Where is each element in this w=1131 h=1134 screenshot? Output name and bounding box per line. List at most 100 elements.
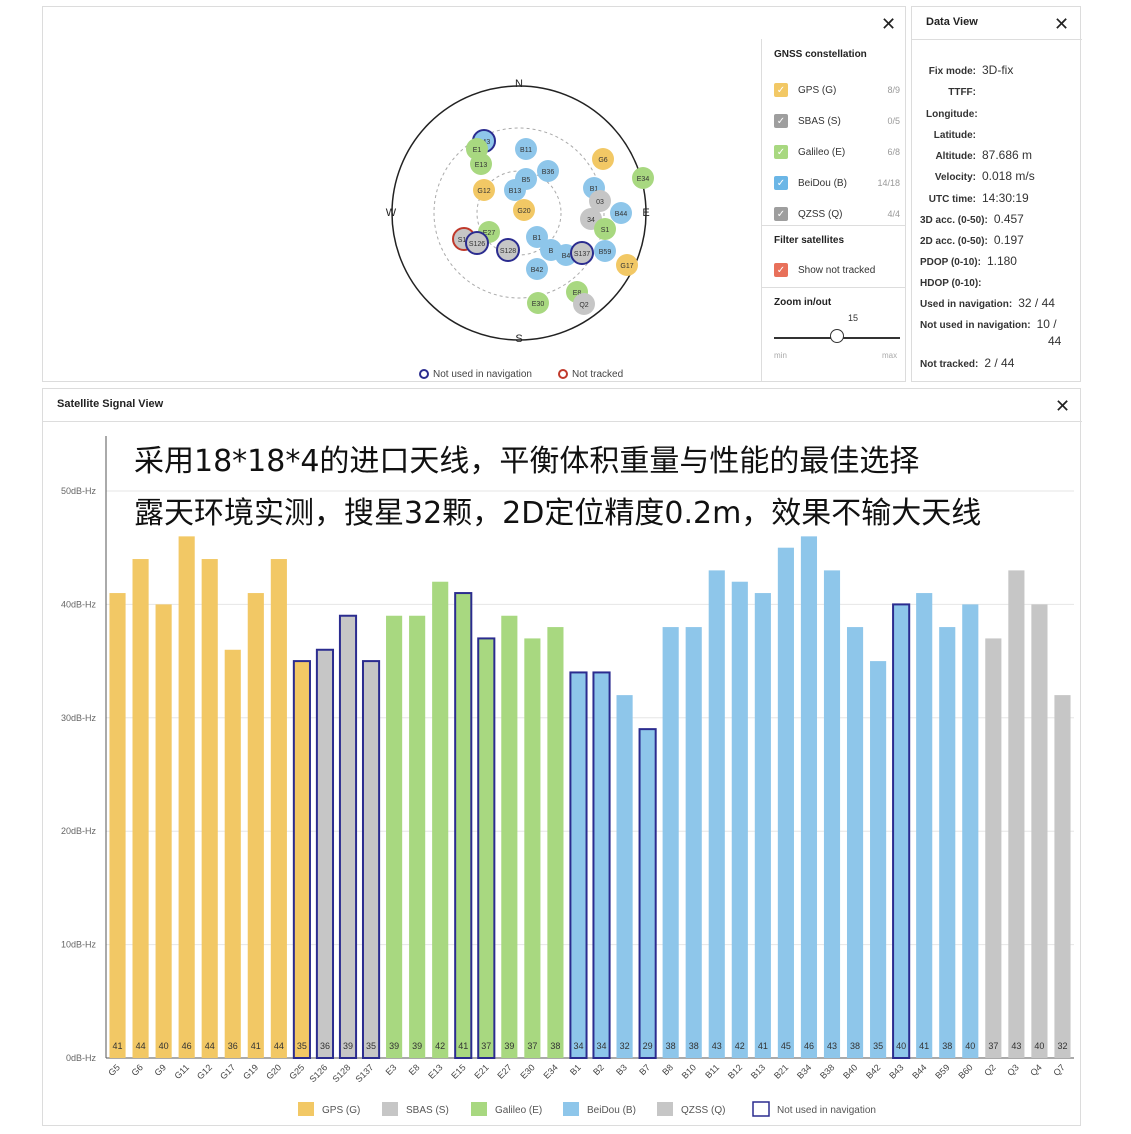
sky-satellite-s128[interactable]: S128	[496, 238, 520, 262]
sky-satellite-q2[interactable]: Q2	[573, 293, 595, 315]
sky-satellite-label: B59	[599, 249, 612, 256]
data-view-value: 1.180	[986, 254, 1017, 268]
sky-satellite-label: B42	[531, 267, 544, 274]
legend-not-tracked-icon	[558, 369, 568, 379]
data-view-key: PDOP (0-10):	[920, 257, 981, 268]
sky-satellite-g6[interactable]: G6	[592, 148, 614, 170]
sky-satellite-b42[interactable]: B42	[526, 258, 548, 280]
data-view-row: Longitude:	[926, 106, 982, 120]
sky-satellite-e13[interactable]: E13	[470, 153, 492, 175]
data-view-row: HDOP (0-10):	[920, 275, 988, 289]
sky-satellite-label: E30	[532, 301, 545, 308]
sky-satellite-g12[interactable]: G12	[473, 179, 495, 201]
sky-satellite-g20[interactable]: G20	[513, 199, 535, 221]
data-view-value: 14:30:19	[982, 191, 1029, 205]
data-view-close-icon[interactable]: ✕	[1054, 14, 1070, 34]
constellation-count: 4/4	[887, 209, 900, 219]
sky-satellite-b1[interactable]: B1	[526, 226, 548, 248]
data-view-value: 44	[1048, 334, 1062, 348]
sky-satellite-label: S126	[469, 241, 485, 248]
data-view-value: 87.686 m	[982, 148, 1033, 162]
sky-satellite-b36[interactable]: B36	[537, 160, 559, 182]
sky-satellite-dot	[526, 258, 548, 280]
sky-satellite-e30[interactable]: E30	[527, 292, 549, 314]
sky-satellite-dot	[594, 218, 616, 240]
data-view-value: 32 / 44	[1018, 296, 1055, 310]
sky-satellite-label: 03	[596, 199, 604, 206]
legend-not-used-label: Not used in navigation	[433, 369, 532, 380]
sky-satellite-g17[interactable]: G17	[616, 254, 638, 276]
data-view-row: TTFF:	[926, 84, 982, 98]
sky-satellite-label: G17	[620, 263, 633, 270]
filter-label: Show not tracked	[798, 264, 876, 276]
data-view-panel: Data View ✕ Fix mode: 3D-fix TTFF: Longitud…	[911, 6, 1082, 382]
sky-satellite-label: B	[549, 248, 554, 255]
constellation-label: SBAS (S)	[798, 115, 841, 127]
sky-satellite-dot	[504, 179, 526, 201]
sky-satellite-dot	[592, 148, 614, 170]
constellation-panel: GNSS constellation ✓ GPS (G) 8/9 ✓ SBAS (S) 0…	[761, 39, 906, 381]
zoom-slider[interactable]	[774, 329, 900, 343]
compass-w: W	[386, 207, 397, 219]
overlay-text-line2: 露天环境实测，搜星32颗，2D定位精度0.2m，效果不输大天线	[134, 496, 982, 531]
sky-satellite-label: E34	[637, 176, 650, 183]
sky-satellite-b13[interactable]: B13	[504, 179, 526, 201]
sky-view-panel: ✕ N S E W B43B11E1E13B36G6B5G12B13E34B1G…	[42, 6, 906, 382]
sky-satellite-dot	[632, 167, 654, 189]
constellation-item-4[interactable]: ✓ QZSS (Q) 4/4	[774, 207, 900, 221]
sky-view-close-icon[interactable]: ✕	[881, 14, 897, 34]
data-view-key: Altitude:	[935, 151, 976, 162]
sky-satellite-s126[interactable]: S126	[465, 231, 489, 255]
data-view-value: 0.457	[993, 212, 1024, 226]
data-view-row: Not tracked: 2 / 44	[920, 356, 1014, 370]
sky-satellite-label: B11	[520, 147, 532, 154]
sky-middle-ring	[433, 127, 605, 299]
sky-satellite-dot	[465, 231, 489, 255]
constellation-title: GNSS constellation	[774, 49, 867, 60]
data-view-key: Used in navigation:	[920, 299, 1013, 310]
sky-satellite-b59[interactable]: B59	[594, 240, 616, 262]
sky-satellite-dot	[570, 241, 594, 265]
constellation-item-0[interactable]: ✓ GPS (G) 8/9	[774, 83, 900, 97]
zoom-thumb[interactable]	[830, 329, 845, 343]
constellation-checkbox-icon[interactable]: ✓	[774, 176, 788, 190]
constellation-checkbox-icon[interactable]: ✓	[774, 207, 788, 221]
constellation-count: 8/9	[887, 85, 900, 95]
signal-view-close-icon[interactable]: ✕	[1055, 396, 1071, 416]
constellation-checkbox-icon[interactable]: ✓	[774, 145, 788, 159]
sky-satellite-b11[interactable]: B11	[515, 138, 537, 160]
sky-satellite-dot	[470, 153, 492, 175]
sky-satellite-label: E8	[573, 290, 582, 297]
data-view-key: Not used in navigation:	[920, 320, 1031, 331]
sky-inner-ring	[476, 170, 562, 256]
constellation-count: 0/5	[887, 116, 900, 126]
constellation-label: BeiDou (B)	[798, 177, 847, 189]
data-view-key: HDOP (0-10):	[920, 278, 982, 289]
data-view-row: 44	[1042, 334, 1061, 348]
filter-checkbox-icon[interactable]: ✓	[774, 263, 788, 277]
constellation-item-3[interactable]: ✓ BeiDou (B) 14/18	[774, 176, 900, 190]
sky-satellite-label: Q2	[579, 302, 588, 309]
constellation-checkbox-icon[interactable]: ✓	[774, 114, 788, 128]
constellation-checkbox-icon[interactable]: ✓	[774, 83, 788, 97]
sky-satellite-s137[interactable]: S137	[570, 241, 594, 265]
sky-satellite-03[interactable]: 03	[589, 190, 611, 212]
data-view-key: 2D acc. (0-50):	[920, 236, 988, 247]
zoom-title: Zoom in/out	[774, 297, 832, 308]
sky-plot: N S E W B43B11E1E13B36G6B5G12B13E34B1G20…	[386, 78, 654, 380]
constellation-item-1[interactable]: ✓ SBAS (S) 0/5	[774, 114, 900, 128]
sky-satellite-e34[interactable]: E34	[632, 167, 654, 189]
sky-satellite-label: S128	[500, 248, 516, 255]
data-view-value: 2 / 44	[984, 356, 1015, 370]
sky-satellite-s1[interactable]: S1	[594, 218, 616, 240]
legend-not-used-icon	[419, 369, 429, 379]
filter-show-not-tracked[interactable]: ✓ Show not tracked	[774, 263, 875, 277]
sky-satellite-dot	[573, 293, 595, 315]
signal-view-title: Satellite Signal View	[57, 398, 164, 410]
compass-n: N	[515, 78, 523, 90]
sky-satellite-dot	[473, 179, 495, 201]
data-view-key: Longitude:	[926, 109, 978, 120]
sky-satellite-b44[interactable]: B44	[610, 202, 632, 224]
constellation-item-2[interactable]: ✓ Galileo (E) 6/8	[774, 145, 900, 159]
data-view-value: 3D-fix	[982, 63, 1014, 77]
